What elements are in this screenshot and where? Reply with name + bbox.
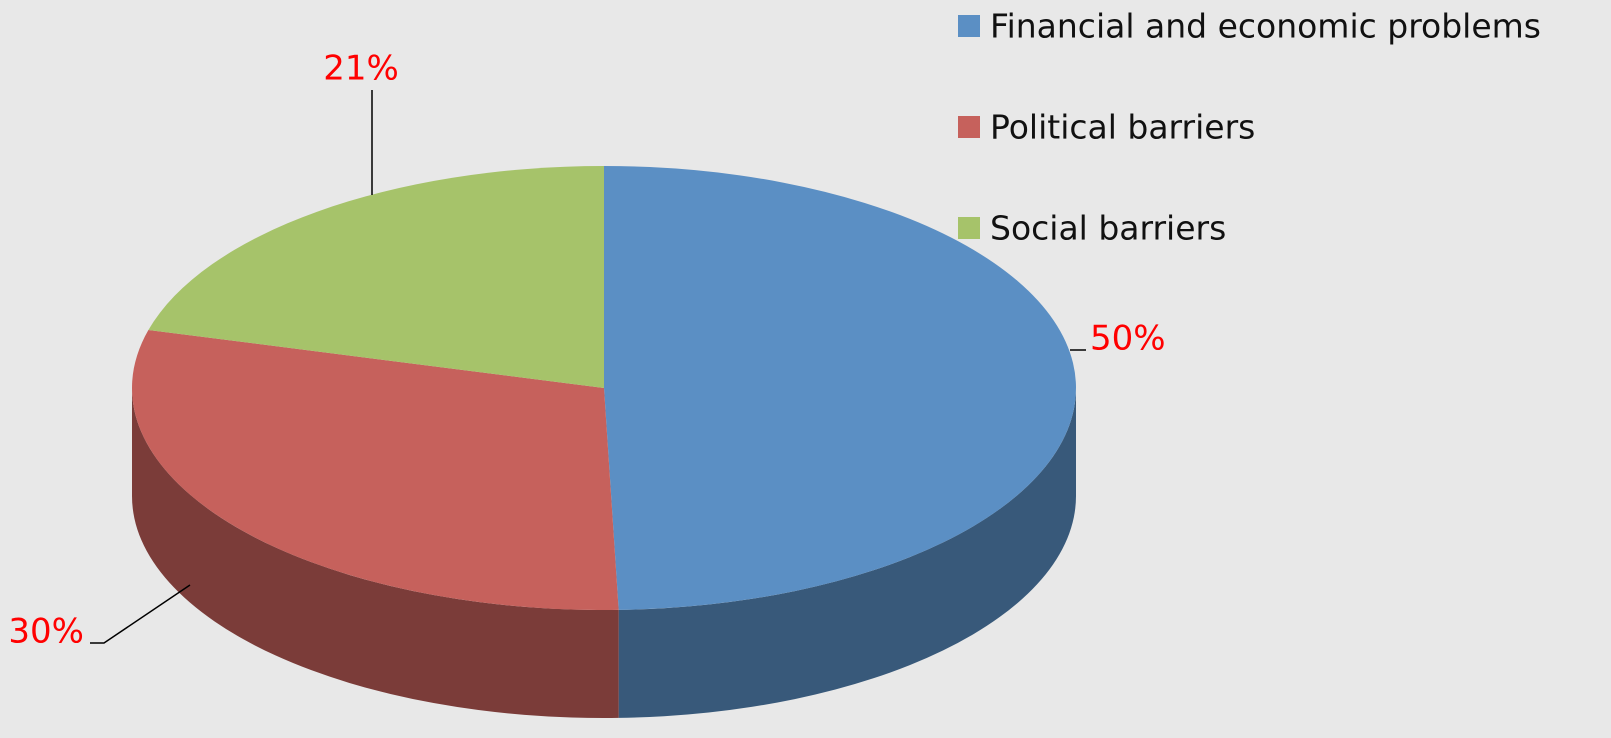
legend-swatch [958,15,980,37]
pie-slice [604,166,1077,610]
legend-swatch [958,217,980,239]
pie-slice [148,166,605,388]
pie-side [132,388,619,718]
legend-label: Social barriers [990,209,1226,248]
pie-slice [132,329,619,611]
data-label: 30% [8,612,84,652]
data-label: 50% [1090,319,1166,359]
pie-side [618,388,1076,718]
legend-label: Political barriers [990,108,1255,147]
leader-line [90,584,191,644]
data-label: 21% [323,49,399,89]
legend-label: Financial and economic problems [990,7,1541,46]
legend-swatch [958,116,980,138]
